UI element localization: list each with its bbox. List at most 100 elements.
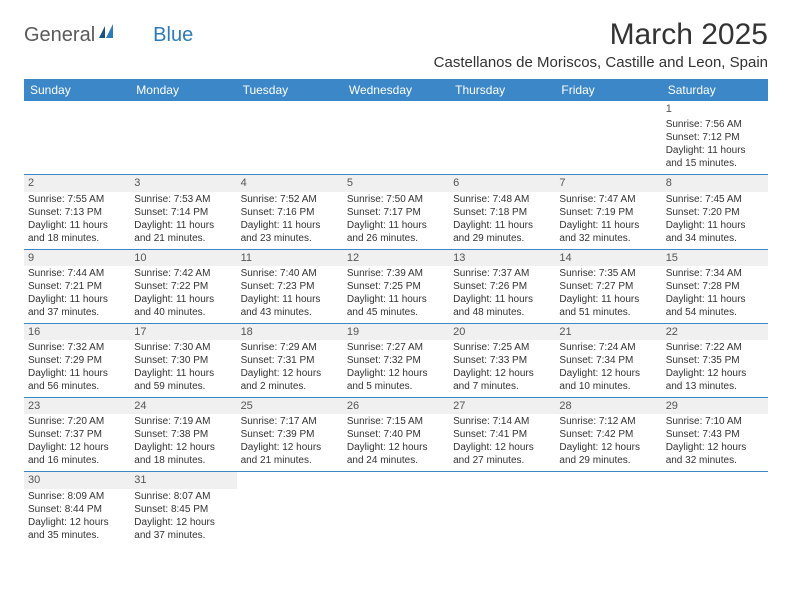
weekday-header: Tuesday bbox=[237, 79, 343, 101]
sunset-line: Sunset: 7:20 PM bbox=[666, 206, 764, 219]
day-number: 11 bbox=[237, 250, 343, 266]
sunset-line: Sunset: 7:25 PM bbox=[347, 280, 445, 293]
daylight-line-2: and 29 minutes. bbox=[453, 232, 551, 245]
sunrise-line: Sunrise: 7:44 AM bbox=[28, 267, 126, 280]
sunrise-line: Sunrise: 7:55 AM bbox=[28, 193, 126, 206]
daylight-line-1: Daylight: 12 hours bbox=[241, 367, 339, 380]
sunset-line: Sunset: 7:32 PM bbox=[347, 354, 445, 367]
calendar-day-cell: 13Sunrise: 7:37 AMSunset: 7:26 PMDayligh… bbox=[449, 249, 555, 323]
daylight-line-2: and 32 minutes. bbox=[559, 232, 657, 245]
calendar-day-cell bbox=[343, 101, 449, 175]
calendar-week-row: 1Sunrise: 7:56 AMSunset: 7:12 PMDaylight… bbox=[24, 101, 768, 175]
sunrise-line: Sunrise: 7:30 AM bbox=[134, 341, 232, 354]
day-number: 27 bbox=[449, 398, 555, 414]
daylight-line-1: Daylight: 11 hours bbox=[28, 367, 126, 380]
calendar-day-cell bbox=[343, 472, 449, 546]
daylight-line-1: Daylight: 11 hours bbox=[134, 367, 232, 380]
sunset-line: Sunset: 7:22 PM bbox=[134, 280, 232, 293]
day-number: 22 bbox=[662, 324, 768, 340]
day-number: 17 bbox=[130, 324, 236, 340]
daylight-line-1: Daylight: 12 hours bbox=[666, 367, 764, 380]
day-number: 10 bbox=[130, 250, 236, 266]
sunrise-line: Sunrise: 7:24 AM bbox=[559, 341, 657, 354]
day-number: 19 bbox=[343, 324, 449, 340]
sunset-line: Sunset: 8:44 PM bbox=[28, 503, 126, 516]
sunset-line: Sunset: 7:17 PM bbox=[347, 206, 445, 219]
logo: General Blue bbox=[24, 24, 193, 47]
daylight-line-1: Daylight: 12 hours bbox=[28, 441, 126, 454]
sunrise-line: Sunrise: 7:52 AM bbox=[241, 193, 339, 206]
daylight-line-1: Daylight: 11 hours bbox=[453, 293, 551, 306]
weekday-header: Wednesday bbox=[343, 79, 449, 101]
day-number: 21 bbox=[555, 324, 661, 340]
day-number: 12 bbox=[343, 250, 449, 266]
calendar-day-cell bbox=[449, 472, 555, 546]
sunrise-line: Sunrise: 8:07 AM bbox=[134, 490, 232, 503]
flag-icon bbox=[99, 23, 121, 46]
sunset-line: Sunset: 7:13 PM bbox=[28, 206, 126, 219]
sunset-line: Sunset: 7:31 PM bbox=[241, 354, 339, 367]
day-number: 30 bbox=[24, 472, 130, 488]
daylight-line-2: and 16 minutes. bbox=[28, 454, 126, 467]
calendar-day-cell: 11Sunrise: 7:40 AMSunset: 7:23 PMDayligh… bbox=[237, 249, 343, 323]
calendar-page: General Blue March 2025 Castellanos de M… bbox=[0, 0, 792, 564]
calendar-day-cell: 4Sunrise: 7:52 AMSunset: 7:16 PMDaylight… bbox=[237, 175, 343, 249]
sunrise-line: Sunrise: 7:56 AM bbox=[666, 118, 764, 131]
daylight-line-2: and 13 minutes. bbox=[666, 380, 764, 393]
calendar-week-row: 30 Sunrise: 8:09 AMSunset: 8:44 PM Dayligh… bbox=[24, 472, 768, 546]
sunrise-line: Sunrise: 7:20 AM bbox=[28, 415, 126, 428]
daylight-line-2: and 37 minutes. bbox=[28, 306, 126, 319]
sunset-line: Sunset: 7:27 PM bbox=[559, 280, 657, 293]
sunrise-line: Sunrise: 7:40 AM bbox=[241, 267, 339, 280]
day-number: 4 bbox=[237, 175, 343, 191]
daylight-line-1: Daylight: 12 hours bbox=[134, 516, 232, 529]
daylight-line-2: and 48 minutes. bbox=[453, 306, 551, 319]
calendar-day-cell: 12Sunrise: 7:39 AMSunset: 7:25 PMDayligh… bbox=[343, 249, 449, 323]
sunrise-line: Sunrise: 7:35 AM bbox=[559, 267, 657, 280]
daylight-line-2: and 32 minutes. bbox=[666, 454, 764, 467]
day-number: 18 bbox=[237, 324, 343, 340]
calendar-week-row: 9Sunrise: 7:44 AMSunset: 7:21 PMDaylight… bbox=[24, 249, 768, 323]
calendar-day-cell: 9Sunrise: 7:44 AMSunset: 7:21 PMDaylight… bbox=[24, 249, 130, 323]
calendar-day-cell bbox=[555, 472, 661, 546]
sunrise-line: Sunrise: 8:09 AM bbox=[28, 490, 126, 503]
sunrise-line: Sunrise: 7:10 AM bbox=[666, 415, 764, 428]
calendar-day-cell: 1Sunrise: 7:56 AMSunset: 7:12 PMDaylight… bbox=[662, 101, 768, 175]
daylight-line-2: and 7 minutes. bbox=[453, 380, 551, 393]
calendar-day-cell bbox=[237, 472, 343, 546]
daylight-line-2: and 21 minutes. bbox=[134, 232, 232, 245]
daylight-line-2: and 29 minutes. bbox=[559, 454, 657, 467]
sunrise-line: Sunrise: 7:29 AM bbox=[241, 341, 339, 354]
sunrise-line: Sunrise: 7:12 AM bbox=[559, 415, 657, 428]
daylight-line-1: Daylight: 12 hours bbox=[453, 441, 551, 454]
daylight-line-2: and 34 minutes. bbox=[666, 232, 764, 245]
sunset-line: Sunset: 7:26 PM bbox=[453, 280, 551, 293]
calendar-day-cell: 22Sunrise: 7:22 AMSunset: 7:35 PMDayligh… bbox=[662, 323, 768, 397]
daylight-line-1: Daylight: 11 hours bbox=[559, 219, 657, 232]
header: General Blue March 2025 Castellanos de M… bbox=[24, 18, 768, 71]
calendar-day-cell: 28Sunrise: 7:12 AMSunset: 7:42 PMDayligh… bbox=[555, 398, 661, 472]
calendar-day-cell: 10Sunrise: 7:42 AMSunset: 7:22 PMDayligh… bbox=[130, 249, 236, 323]
daylight-line-2: and 35 minutes. bbox=[28, 529, 126, 542]
day-number: 14 bbox=[555, 250, 661, 266]
calendar-day-cell bbox=[662, 472, 768, 546]
daylight-line-2: and 45 minutes. bbox=[347, 306, 445, 319]
daylight-line-2: and 26 minutes. bbox=[347, 232, 445, 245]
sunrise-line: Sunrise: 7:42 AM bbox=[134, 267, 232, 280]
calendar-day-cell: 8Sunrise: 7:45 AMSunset: 7:20 PMDaylight… bbox=[662, 175, 768, 249]
day-number: 23 bbox=[24, 398, 130, 414]
calendar-day-cell: 15Sunrise: 7:34 AMSunset: 7:28 PMDayligh… bbox=[662, 249, 768, 323]
daylight-line-2: and 21 minutes. bbox=[241, 454, 339, 467]
day-number: 25 bbox=[237, 398, 343, 414]
calendar-table: SundayMondayTuesdayWednesdayThursdayFrid… bbox=[24, 79, 768, 546]
calendar-day-cell bbox=[555, 101, 661, 175]
sunset-line: Sunset: 7:40 PM bbox=[347, 428, 445, 441]
sunrise-line: Sunrise: 7:15 AM bbox=[347, 415, 445, 428]
calendar-day-cell: 21Sunrise: 7:24 AMSunset: 7:34 PMDayligh… bbox=[555, 323, 661, 397]
calendar-day-cell: 14Sunrise: 7:35 AMSunset: 7:27 PMDayligh… bbox=[555, 249, 661, 323]
month-title: March 2025 bbox=[434, 18, 768, 52]
daylight-line-2: and 40 minutes. bbox=[134, 306, 232, 319]
calendar-day-cell: 23Sunrise: 7:20 AMSunset: 7:37 PMDayligh… bbox=[24, 398, 130, 472]
sunrise-line: Sunrise: 7:25 AM bbox=[453, 341, 551, 354]
day-number: 1 bbox=[662, 101, 768, 117]
